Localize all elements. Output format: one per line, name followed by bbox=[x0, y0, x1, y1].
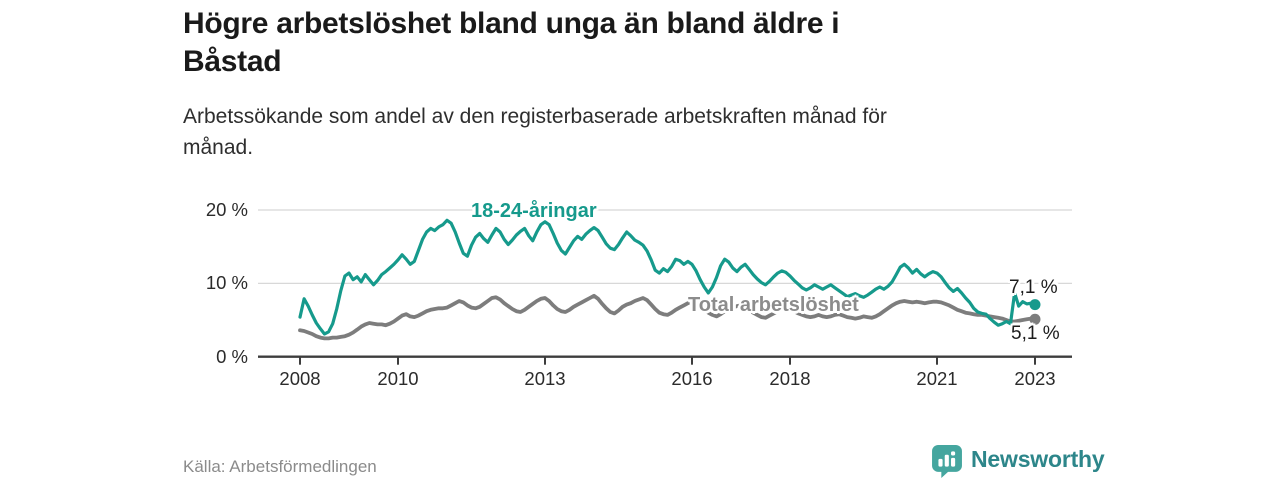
x-tick-label-2013: 2013 bbox=[524, 368, 566, 389]
logo-dot bbox=[951, 450, 956, 456]
y-tick-label-0: 0 % bbox=[216, 345, 248, 367]
series-label-total: Total arbetslöshet bbox=[688, 294, 859, 316]
series-label-youth: 18-24-åringar bbox=[471, 200, 597, 222]
x-tick-label-2016: 2016 bbox=[671, 368, 713, 389]
y-tick-label-20: 20 % bbox=[205, 199, 248, 221]
x-tick-label-2018: 2018 bbox=[769, 368, 811, 389]
newsworthy-logo[interactable]: Newsworthy bbox=[932, 444, 1105, 478]
logo-bar-short bbox=[938, 458, 943, 467]
source-note: Källa: Arbetsförmedlingen bbox=[183, 457, 377, 476]
subtitle-line-1: Arbetssökande som andel av den registerb… bbox=[183, 105, 887, 128]
end-dot-0 bbox=[1029, 299, 1041, 311]
x-tick-label-2010: 2010 bbox=[377, 368, 419, 389]
x-tick-label-2021: 2021 bbox=[916, 368, 958, 389]
y-tick-label-10: 10 % bbox=[205, 272, 248, 294]
title-line-1: Högre arbetslöshet bland unga än bland ä… bbox=[183, 7, 840, 40]
series-line-1 bbox=[298, 293, 1037, 341]
logo-bar-mid bbox=[951, 457, 956, 467]
page-title: Högre arbetslöshet bland unga än bland ä… bbox=[183, 5, 1083, 81]
chart-subtitle: Arbetssökande som andel av den registerb… bbox=[183, 101, 1083, 163]
x-tick-label-2023: 2023 bbox=[1014, 368, 1056, 389]
newsworthy-wordmark: Newsworthy bbox=[971, 446, 1105, 472]
end-value-label-youth: 7,1 % bbox=[1009, 277, 1058, 298]
series-line-0 bbox=[298, 218, 1037, 336]
end-dot-1 bbox=[1029, 313, 1041, 325]
newsworthy-icon bbox=[932, 444, 962, 478]
logo-bar-tall bbox=[944, 454, 949, 467]
x-tick-label-2008: 2008 bbox=[279, 368, 321, 389]
subtitle-line-2: månad. bbox=[183, 136, 254, 159]
end-value-label-total: 5,1 % bbox=[1011, 323, 1060, 344]
title-line-2: Båstad bbox=[183, 45, 282, 78]
